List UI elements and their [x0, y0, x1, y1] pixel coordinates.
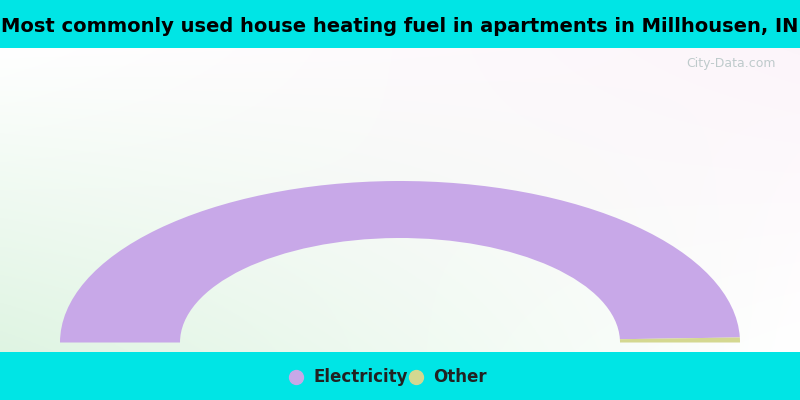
Text: Electricity: Electricity [314, 368, 408, 386]
Wedge shape [620, 338, 740, 342]
Text: Most commonly used house heating fuel in apartments in Millhousen, IN: Most commonly used house heating fuel in… [2, 17, 798, 36]
Text: City-Data.com: City-Data.com [686, 57, 776, 70]
Wedge shape [60, 181, 740, 342]
Text: Other: Other [434, 368, 487, 386]
